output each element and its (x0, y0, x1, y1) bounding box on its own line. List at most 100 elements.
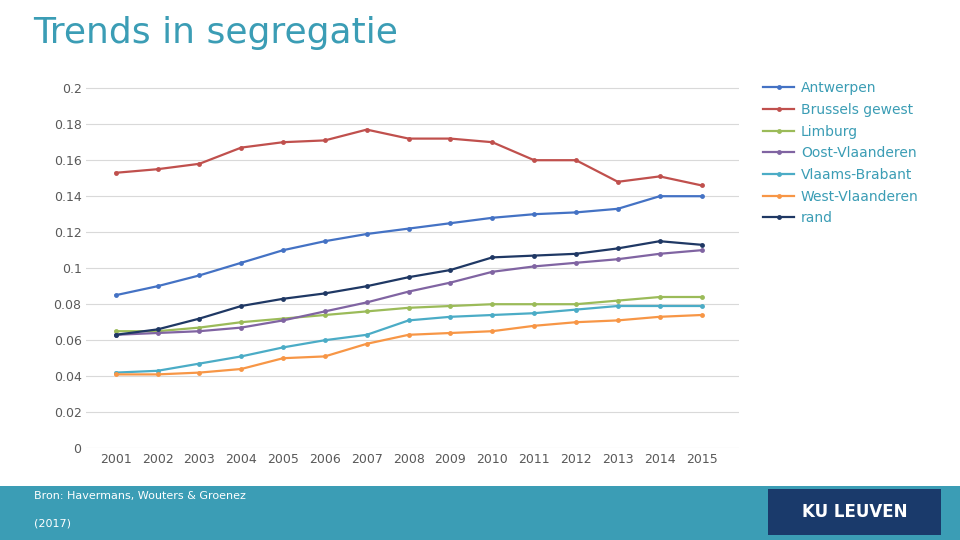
West-Vlaanderen (277, 355, 289, 361)
West-Vlaanderen (570, 319, 582, 326)
rand (152, 326, 163, 333)
Vlaams-Brabant (570, 306, 582, 313)
Limburg (403, 305, 415, 311)
Limburg (152, 328, 163, 334)
Oost-Vlaanderen (235, 325, 247, 331)
Vlaams-Brabant (403, 317, 415, 323)
Antwerpen (403, 225, 415, 232)
Antwerpen (654, 193, 665, 199)
West-Vlaanderen (612, 317, 624, 323)
Oost-Vlaanderen (403, 288, 415, 295)
Limburg (528, 301, 540, 307)
West-Vlaanderen (110, 371, 122, 377)
rand (612, 245, 624, 252)
Limburg (654, 294, 665, 300)
Antwerpen (235, 260, 247, 266)
Limburg (612, 298, 624, 304)
Legend: Antwerpen, Brussels gewest, Limburg, Oost-Vlaanderen, Vlaams-Brabant, West-Vlaan: Antwerpen, Brussels gewest, Limburg, Oos… (759, 77, 923, 230)
West-Vlaanderen (654, 314, 665, 320)
Vlaams-Brabant (612, 303, 624, 309)
rand (696, 241, 708, 248)
Antwerpen (612, 206, 624, 212)
Limburg (235, 319, 247, 326)
Line: Limburg: Limburg (113, 294, 704, 334)
Antwerpen (696, 193, 708, 199)
Vlaams-Brabant (528, 310, 540, 316)
Antwerpen (528, 211, 540, 218)
West-Vlaanderen (152, 371, 163, 377)
Oost-Vlaanderen (696, 247, 708, 253)
Line: West-Vlaanderen: West-Vlaanderen (113, 313, 704, 377)
Vlaams-Brabant (110, 369, 122, 376)
Text: KU LEUVEN: KU LEUVEN (802, 503, 907, 521)
West-Vlaanderen (235, 366, 247, 372)
Brussels gewest (152, 166, 163, 172)
Limburg (570, 301, 582, 307)
Limburg (444, 303, 456, 309)
West-Vlaanderen (444, 330, 456, 336)
Limburg (361, 308, 372, 315)
Limburg (277, 315, 289, 322)
Vlaams-Brabant (654, 303, 665, 309)
Oost-Vlaanderen (361, 299, 372, 306)
Brussels gewest (612, 179, 624, 185)
rand (194, 315, 205, 322)
Oost-Vlaanderen (319, 308, 330, 315)
Text: Bron: Havermans, Wouters & Groenez: Bron: Havermans, Wouters & Groenez (34, 491, 246, 501)
Limburg (110, 328, 122, 334)
Oost-Vlaanderen (194, 328, 205, 334)
rand (403, 274, 415, 280)
Vlaams-Brabant (361, 332, 372, 338)
Antwerpen (361, 231, 372, 237)
Brussels gewest (194, 160, 205, 167)
Limburg (696, 294, 708, 300)
Brussels gewest (403, 136, 415, 142)
West-Vlaanderen (403, 332, 415, 338)
Vlaams-Brabant (194, 360, 205, 367)
West-Vlaanderen (696, 312, 708, 318)
Brussels gewest (528, 157, 540, 164)
Line: Oost-Vlaanderen: Oost-Vlaanderen (113, 248, 704, 338)
Antwerpen (152, 283, 163, 289)
Text: Trends in segregatie: Trends in segregatie (34, 16, 398, 50)
Brussels gewest (277, 139, 289, 145)
Antwerpen (570, 209, 582, 215)
Limburg (194, 325, 205, 331)
Vlaams-Brabant (487, 312, 498, 318)
West-Vlaanderen (361, 341, 372, 347)
Antwerpen (194, 272, 205, 279)
Brussels gewest (319, 137, 330, 144)
Oost-Vlaanderen (612, 256, 624, 262)
rand (487, 254, 498, 261)
Limburg (487, 301, 498, 307)
Oost-Vlaanderen (110, 332, 122, 338)
Brussels gewest (235, 144, 247, 151)
Vlaams-Brabant (277, 344, 289, 350)
Brussels gewest (696, 182, 708, 188)
West-Vlaanderen (528, 322, 540, 329)
Oost-Vlaanderen (570, 260, 582, 266)
Vlaams-Brabant (152, 368, 163, 374)
Antwerpen (319, 238, 330, 245)
rand (361, 283, 372, 289)
rand (444, 267, 456, 273)
rand (528, 252, 540, 259)
Brussels gewest (444, 136, 456, 142)
Brussels gewest (487, 139, 498, 145)
Vlaams-Brabant (319, 337, 330, 343)
Line: rand: rand (113, 239, 704, 338)
Brussels gewest (110, 170, 122, 176)
Line: Antwerpen: Antwerpen (113, 194, 704, 298)
Antwerpen (277, 247, 289, 253)
Vlaams-Brabant (235, 353, 247, 360)
Oost-Vlaanderen (528, 263, 540, 269)
Text: (2017): (2017) (34, 519, 71, 529)
Line: Vlaams-Brabant: Vlaams-Brabant (113, 303, 704, 375)
Oost-Vlaanderen (277, 317, 289, 323)
Brussels gewest (654, 173, 665, 180)
Line: Brussels gewest: Brussels gewest (113, 127, 704, 188)
rand (654, 238, 665, 245)
rand (235, 303, 247, 309)
West-Vlaanderen (319, 353, 330, 360)
rand (570, 251, 582, 257)
